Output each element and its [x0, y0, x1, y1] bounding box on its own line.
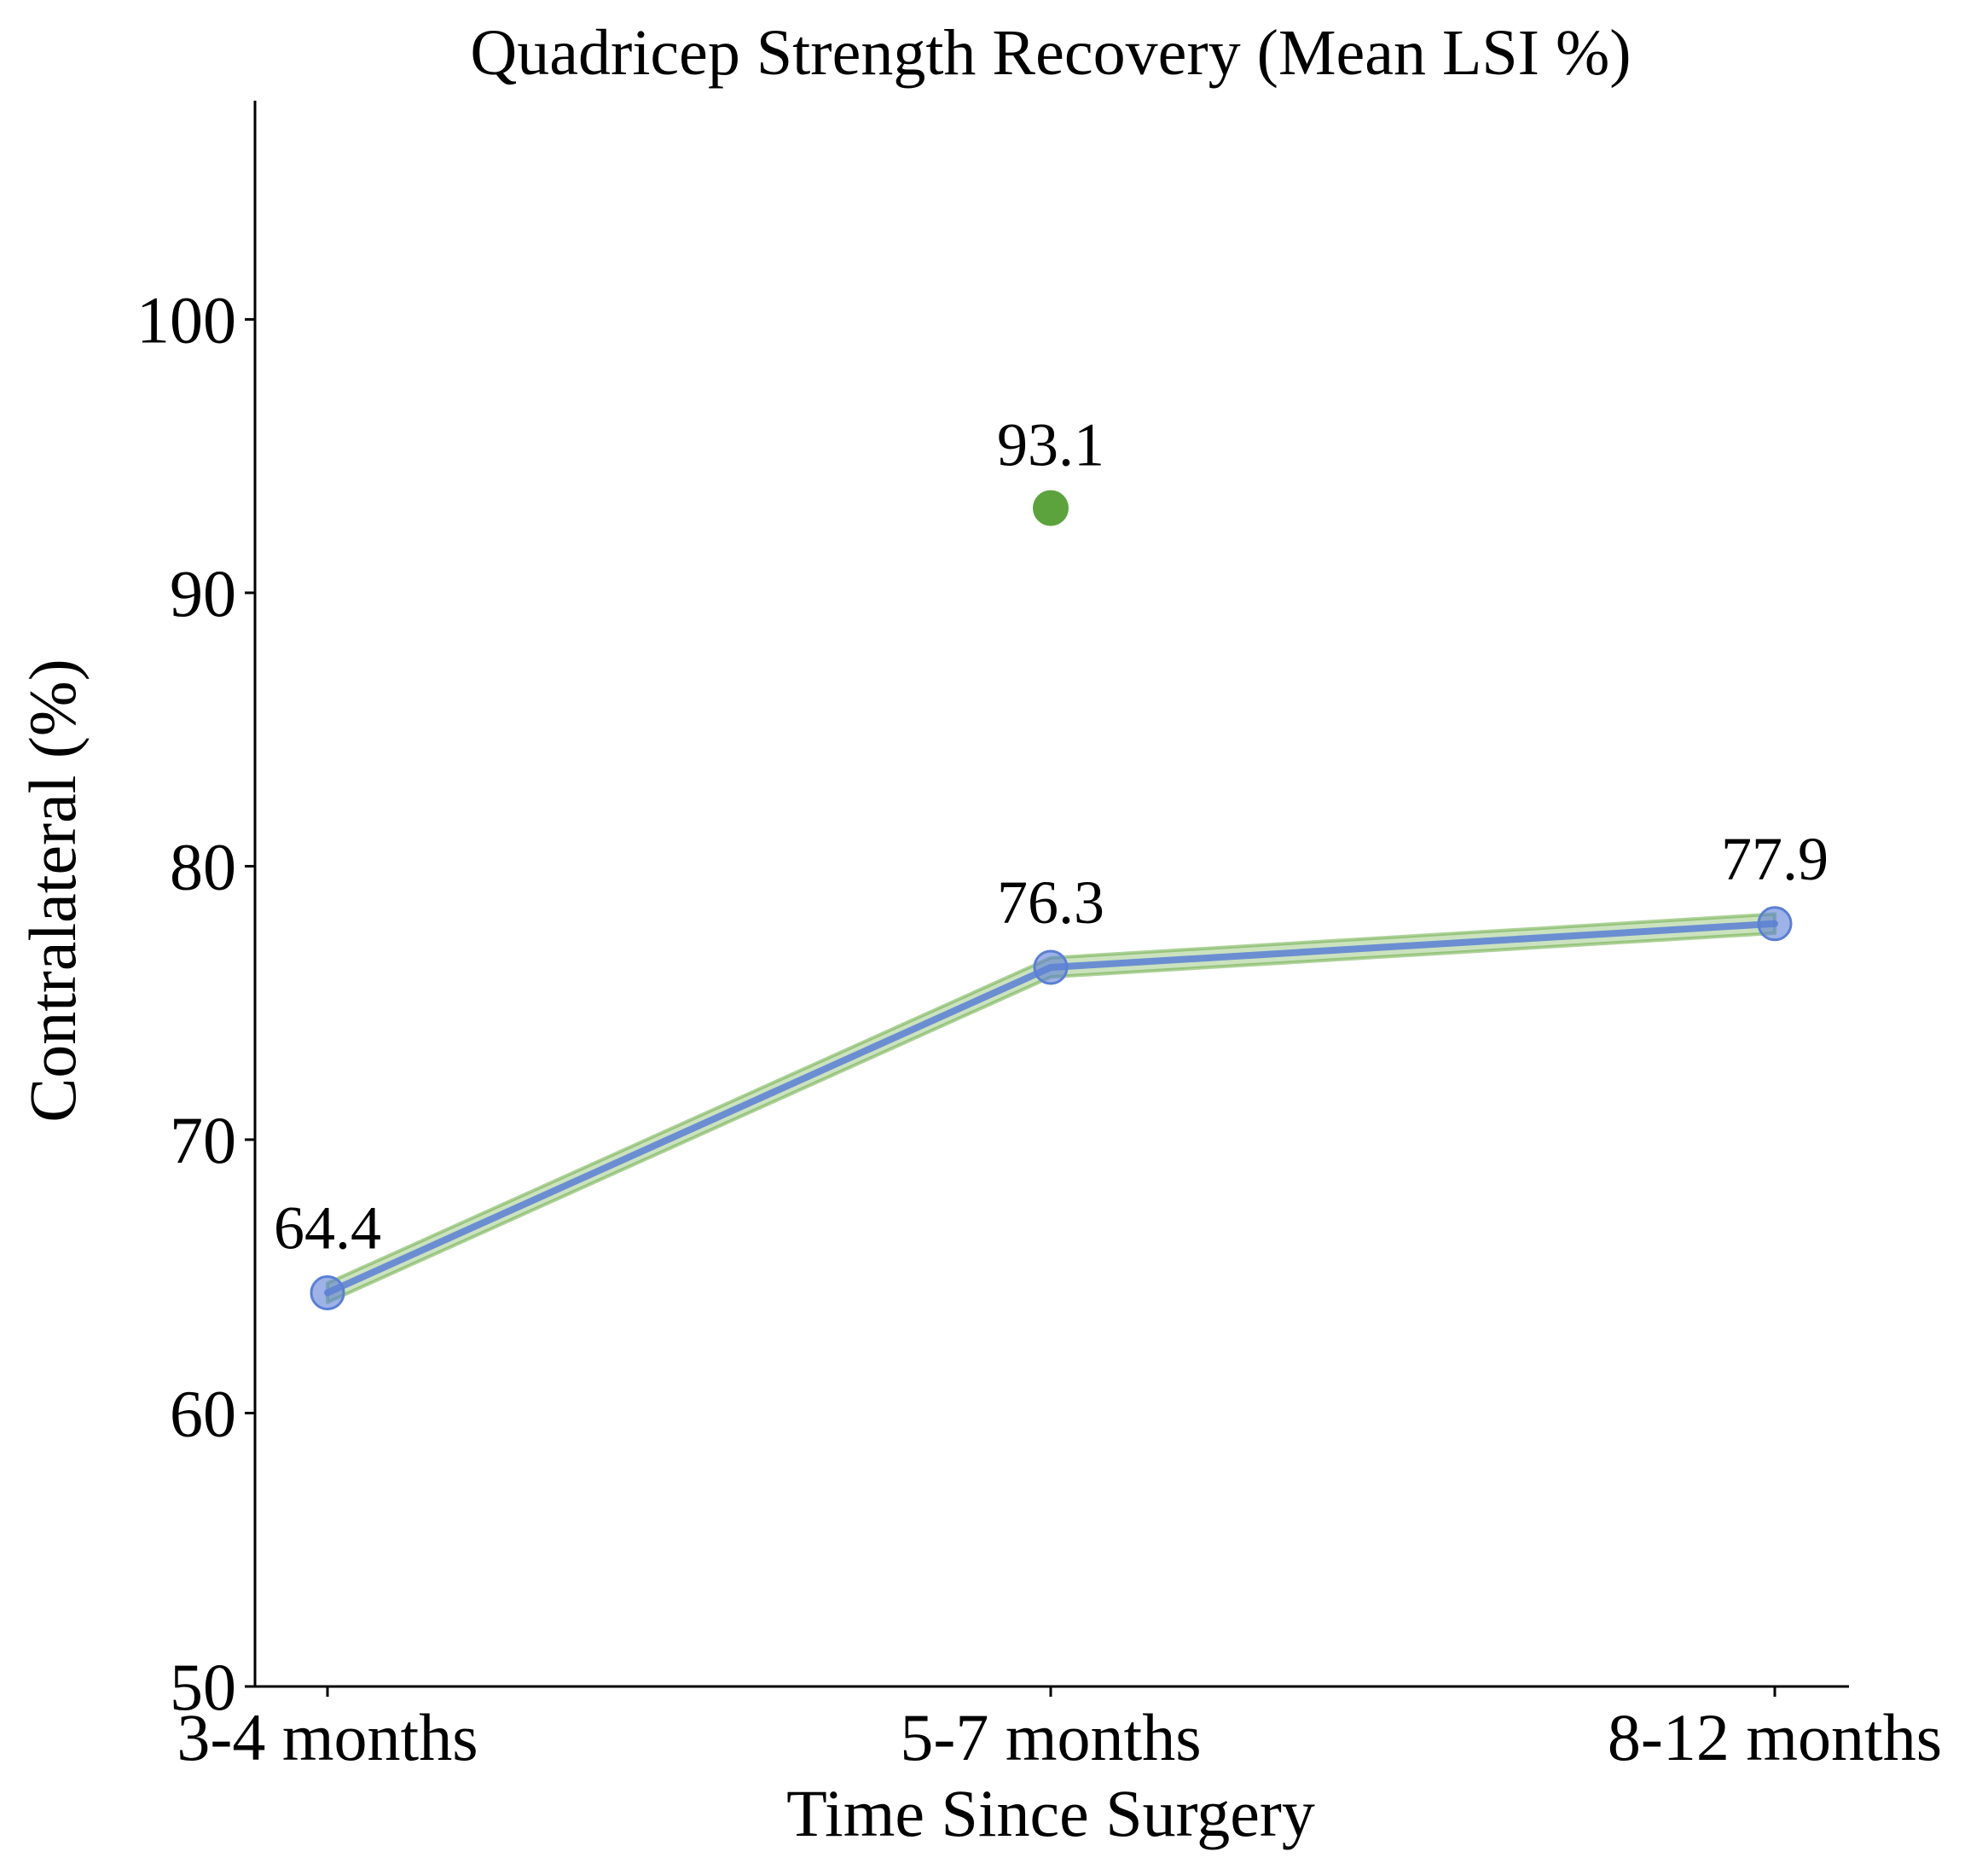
scatter-label: 93.1: [997, 411, 1104, 479]
x-tick-label: 8-12 months: [1608, 1700, 1942, 1774]
data-point: [1757, 906, 1793, 942]
data-label: 77.9: [1721, 825, 1829, 893]
data-label: 76.3: [997, 868, 1104, 937]
plot-area: 64.4 76.3 77.9 93.1: [274, 411, 1829, 1310]
y-tick-label: 90: [170, 556, 236, 630]
data-point: [310, 1274, 345, 1310]
y-tick-label: 60: [170, 1376, 236, 1450]
y-axis-label: Contralateral (%): [15, 659, 90, 1123]
y-tick-label: 70: [170, 1103, 236, 1177]
y-tick-label: 100: [136, 282, 236, 357]
y-tick-label: 80: [170, 829, 236, 903]
x-tick-label: 5-7 months: [900, 1700, 1201, 1774]
y-tick-label: 50: [170, 1650, 236, 1724]
axes: 50 60 70 80 90 100 3-4 months 5-7 months 8-12 mo…: [136, 101, 1942, 1774]
data-point: [1033, 949, 1069, 985]
x-tick-label: 3-4 months: [177, 1700, 478, 1774]
x-axis-label: Time Since Surgery: [786, 1776, 1315, 1850]
chart-title: Quadricep Strength Recovery (Mean LSI %): [470, 17, 1631, 89]
scatter-point: [1033, 490, 1069, 526]
data-label: 64.4: [274, 1193, 381, 1262]
